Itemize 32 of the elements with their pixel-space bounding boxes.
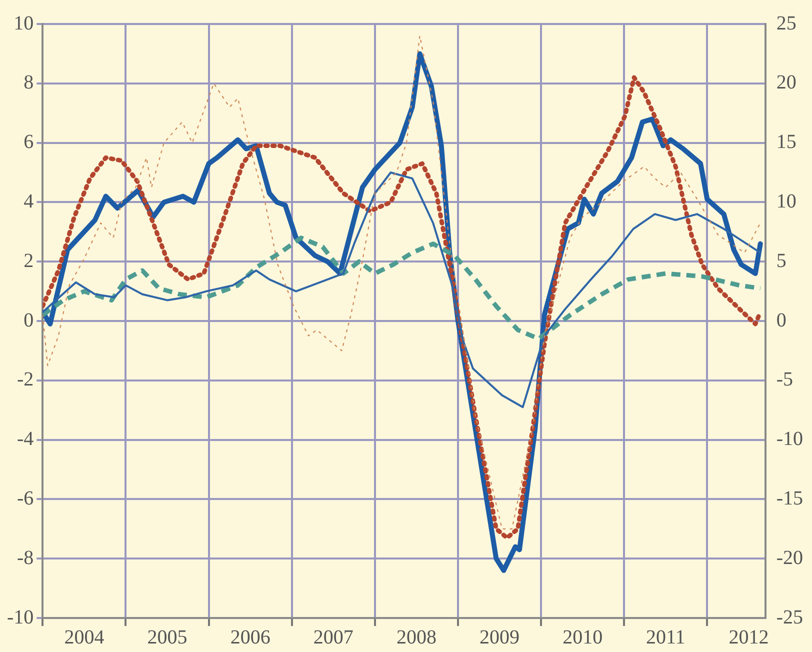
y-tick-label: 6 (24, 131, 34, 154)
x-tick-label: 2005 (147, 626, 188, 648)
y2-tick-label: 10 (776, 190, 796, 212)
y2-tick-label: -10 (776, 428, 804, 450)
line-series (42, 236, 763, 342)
y2-tick-label: -25 (776, 606, 804, 628)
y2-tick-label: 25 (776, 12, 796, 34)
x-tick-label: 2008 (396, 626, 436, 648)
y-tick-label: 4 (24, 190, 34, 212)
y2-tick-label: -5 (776, 368, 794, 391)
x-tick-label: 2009 (480, 626, 520, 648)
y-tick-label: -8 (16, 546, 34, 569)
y2-tick-label: 5 (776, 250, 786, 272)
y-tick-label: 8 (24, 72, 34, 94)
y-tick-label: 0 (24, 309, 34, 332)
y-tick-label: -10 (6, 606, 34, 628)
y-tick-label: 10 (14, 12, 34, 34)
x-tick-label: 2011 (646, 626, 686, 648)
x-tick-label: 2007 (313, 626, 354, 648)
y-tick-label: -6 (16, 487, 34, 510)
y-tick-label: 2 (24, 250, 34, 272)
y2-tick-label: 20 (776, 72, 796, 94)
x-tick-label: 2004 (64, 626, 104, 648)
x-tick-label: 2012 (728, 626, 769, 648)
y-tick-label: -2 (16, 368, 34, 391)
x-tick-label: 2006 (230, 626, 270, 648)
y-tick-label: -4 (16, 428, 34, 450)
x-tick-label: 2010 (562, 626, 603, 648)
y2-tick-label: 15 (776, 131, 796, 154)
y2-tick-label: -20 (776, 546, 804, 569)
y2-tick-label: -15 (776, 487, 804, 510)
y2-tick-label: 0 (776, 309, 786, 332)
